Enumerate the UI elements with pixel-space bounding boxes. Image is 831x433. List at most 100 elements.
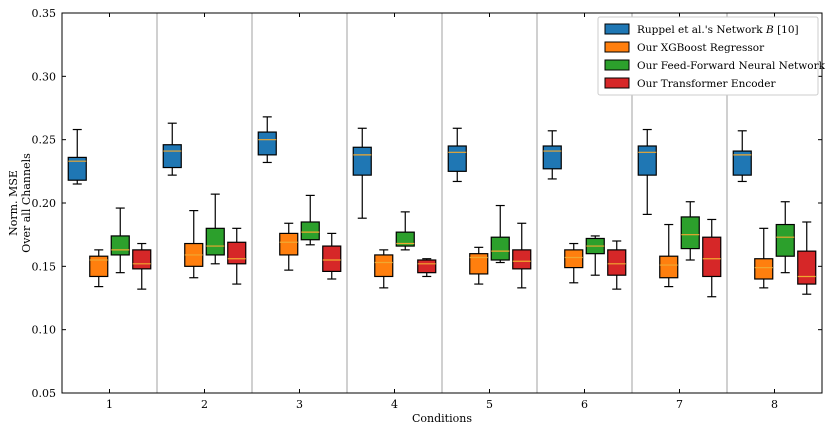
box-groups xyxy=(67,116,817,298)
box-group xyxy=(754,227,774,289)
y-axis-ticks: 0.05 0.10 0.15 0.20 0.25 0.30 0.35 xyxy=(32,7,822,400)
box-group xyxy=(322,232,342,280)
y-tick-label: 0.15 xyxy=(32,260,57,273)
box-group xyxy=(395,211,415,251)
box-group xyxy=(300,194,320,246)
legend-item: Our Feed-Forward Neural Network xyxy=(604,59,826,72)
x-tick-label: 7 xyxy=(676,398,683,411)
box-group xyxy=(162,122,182,176)
box xyxy=(469,253,489,275)
box xyxy=(637,145,657,176)
box-group xyxy=(702,218,722,298)
box-group xyxy=(637,128,657,215)
box xyxy=(132,249,152,270)
box xyxy=(395,231,415,247)
y-tick-label: 0.25 xyxy=(32,134,57,147)
box xyxy=(447,145,467,172)
box-group xyxy=(205,193,225,265)
box xyxy=(162,144,182,169)
legend-swatch xyxy=(604,41,630,53)
box xyxy=(352,146,372,176)
x-tick-label: 5 xyxy=(486,398,493,411)
box-group xyxy=(227,227,247,285)
legend-label: Our Transformer Encoder xyxy=(637,78,776,90)
box xyxy=(702,236,722,278)
y-tick-label: 0.30 xyxy=(32,70,57,83)
x-tick-label: 2 xyxy=(201,398,208,411)
box-group xyxy=(542,130,562,180)
box xyxy=(89,255,109,278)
box-group xyxy=(89,249,109,288)
legend-label-text: Ruppel et al.'s Network xyxy=(637,24,763,36)
legend: Ruppel et al.'s Network B [10] Our XGBoos… xyxy=(597,16,826,96)
box-group xyxy=(279,222,299,271)
box xyxy=(512,249,532,270)
box-group xyxy=(417,258,437,278)
legend-label-italic: B xyxy=(763,24,774,36)
y-axis-label-line-1: Norm. MSE xyxy=(7,170,20,236)
box-group xyxy=(564,242,584,284)
x-tick-label: 4 xyxy=(391,398,398,411)
box-group xyxy=(132,242,152,290)
box-group xyxy=(585,235,605,276)
y-tick-label: 0.05 xyxy=(32,387,57,400)
x-tick-label: 3 xyxy=(296,398,303,411)
box xyxy=(775,223,795,257)
x-axis-ticks: 1 2 3 4 5 6 7 8 xyxy=(106,13,778,411)
box xyxy=(67,156,87,181)
legend-swatch xyxy=(604,23,630,35)
legend-item: Ruppel et al.'s Network B [10] xyxy=(604,23,799,36)
box-group xyxy=(490,204,510,264)
y-tick-label: 0.20 xyxy=(32,197,57,210)
box xyxy=(279,232,299,256)
box xyxy=(205,227,225,256)
box xyxy=(374,254,394,278)
box-group xyxy=(797,221,817,295)
box xyxy=(417,259,437,274)
box xyxy=(754,258,774,280)
box xyxy=(732,150,752,176)
legend-label-suffix: [10] xyxy=(774,24,799,36)
y-tick-label: 0.10 xyxy=(32,324,57,337)
box-group xyxy=(469,246,489,285)
box-group xyxy=(775,201,795,274)
box-group xyxy=(67,128,87,185)
legend-label: Ruppel et al.'s Network B [10] xyxy=(637,24,799,36)
box xyxy=(564,249,584,269)
box-group xyxy=(512,222,532,289)
box xyxy=(659,255,679,279)
legend-item: Our XGBoost Regressor xyxy=(604,41,765,54)
legend-label: Our XGBoost Regressor xyxy=(637,42,765,54)
legend-label-text: Our Transformer Encoder xyxy=(637,78,776,90)
box-group xyxy=(110,207,130,274)
box-group xyxy=(680,201,700,261)
y-tick-label: 0.35 xyxy=(32,7,57,20)
legend-swatch xyxy=(604,77,630,89)
box xyxy=(257,131,277,156)
box xyxy=(300,221,320,241)
box xyxy=(110,235,130,256)
box xyxy=(797,250,817,285)
legend-frame xyxy=(597,16,819,96)
box-group xyxy=(732,130,752,183)
box-group xyxy=(257,116,277,164)
box-group xyxy=(374,249,394,289)
box xyxy=(322,245,342,272)
x-tick-label: 8 xyxy=(771,398,778,411)
box-group xyxy=(659,223,679,288)
legend-item: Our Transformer Encoder xyxy=(604,77,776,90)
box-group xyxy=(352,127,372,219)
box-group xyxy=(607,240,627,290)
x-axis-label: Conditions xyxy=(412,412,472,425)
box xyxy=(490,236,510,261)
box-group xyxy=(184,210,204,279)
y-axis-label-line-2: Over all Channels xyxy=(20,153,33,253)
box xyxy=(680,216,700,250)
box xyxy=(542,145,562,170)
box xyxy=(227,241,247,265)
legend-swatch xyxy=(604,59,630,71)
legend-label: Our Feed-Forward Neural Network xyxy=(637,60,826,72)
legend-label-text: Our XGBoost Regressor xyxy=(637,42,765,54)
box-group xyxy=(447,127,467,183)
